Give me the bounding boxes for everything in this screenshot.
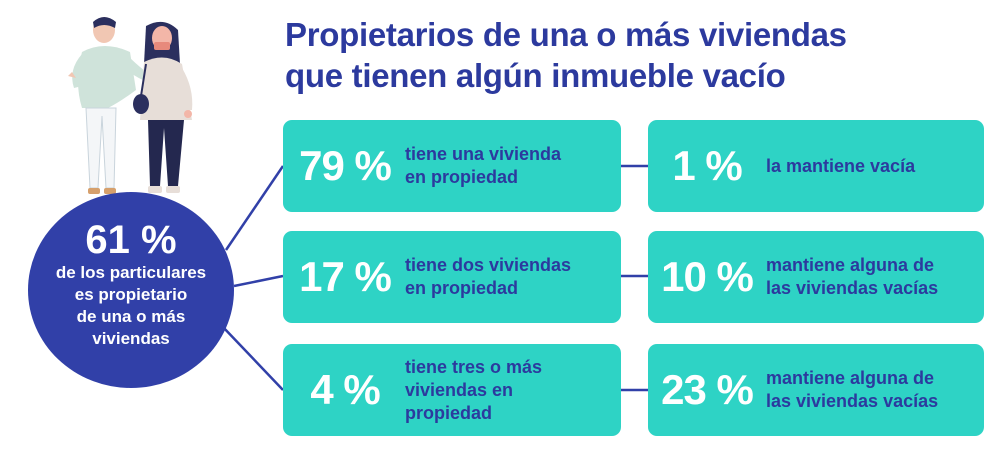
empty-label-3: mantiene alguna de las viviendas vacías <box>766 367 938 413</box>
empty-box-1: 1 % la mantiene vacía <box>648 120 984 212</box>
empty-label-2-line-1: mantiene alguna de <box>766 255 935 275</box>
owned-label-2-line-1: tiene dos viviendas <box>405 255 572 275</box>
owned-value-2: 17 % <box>299 253 392 300</box>
empty-label-1: la mantiene vacía <box>766 155 915 178</box>
owned-label-3-line-1: tiene tres o más <box>405 356 543 377</box>
owned-value-3: 4 % <box>310 366 380 413</box>
owned-value-1: 79 % <box>299 142 392 189</box>
summary-line-4: viviendas <box>92 329 170 348</box>
summary-value: 61 % <box>85 218 177 262</box>
empty-value-2: 10 % <box>661 253 754 300</box>
empty-label-3-line-1: mantiene alguna de <box>766 368 935 388</box>
owned-label-3: tiene tres o más viviendas en propiedad <box>405 356 542 425</box>
summary-line-1: de los particulares <box>55 263 207 282</box>
owned-label-1: tiene una vivienda en propiedad <box>405 143 561 189</box>
woman-figure <box>133 21 193 193</box>
empty-value-1: 1 % <box>672 142 742 189</box>
title-line-1: Propietarios de una o más viviendas <box>285 16 847 53</box>
empty-label-1-line-1: la mantiene vacía <box>766 155 916 176</box>
summary-line-2: es propietario <box>74 285 188 304</box>
empty-label-2: mantiene alguna de las viviendas vacías <box>766 254 938 300</box>
owned-label-3-line-3: propiedad <box>405 402 493 423</box>
summary-line-3: de una o más <box>76 307 186 326</box>
owned-box-1: 79 % tiene una vivienda en propiedad <box>283 120 621 212</box>
connector-to-row-3 <box>221 325 284 391</box>
owned-label-1-line-2: en propiedad <box>405 167 519 187</box>
owned-label-2-line-2: en propiedad <box>405 278 519 298</box>
empty-box-2: 10 % mantiene alguna de las viviendas va… <box>648 231 984 323</box>
owned-label-2: tiene dos viviendas en propiedad <box>405 254 571 300</box>
summary-circle: 61 % de los particulares es propietario … <box>28 192 234 388</box>
empty-value-3: 23 % <box>661 366 754 413</box>
couple-walking-illustration <box>68 17 193 194</box>
connector-to-row-1 <box>224 165 285 251</box>
owned-box-2: 17 % tiene dos viviendas en propiedad <box>283 231 621 323</box>
title-line-2: que tienen algún inmueble vacío <box>285 57 786 94</box>
owned-label-1-line-1: tiene una vivienda <box>405 144 562 164</box>
owned-box-3: 4 % tiene tres o más viviendas en propie… <box>283 344 621 436</box>
empty-label-3-line-2: las viviendas vacías <box>766 391 939 411</box>
empty-label-2-line-2: las viviendas vacías <box>766 278 939 298</box>
page-title: Propietarios de una o más viviendas que … <box>285 14 985 96</box>
owned-label-3-line-2: viviendas en <box>405 379 514 400</box>
man-figure <box>68 17 156 194</box>
connector-to-row-2 <box>233 274 284 288</box>
empty-box-3: 23 % mantiene alguna de las viviendas va… <box>648 344 984 436</box>
